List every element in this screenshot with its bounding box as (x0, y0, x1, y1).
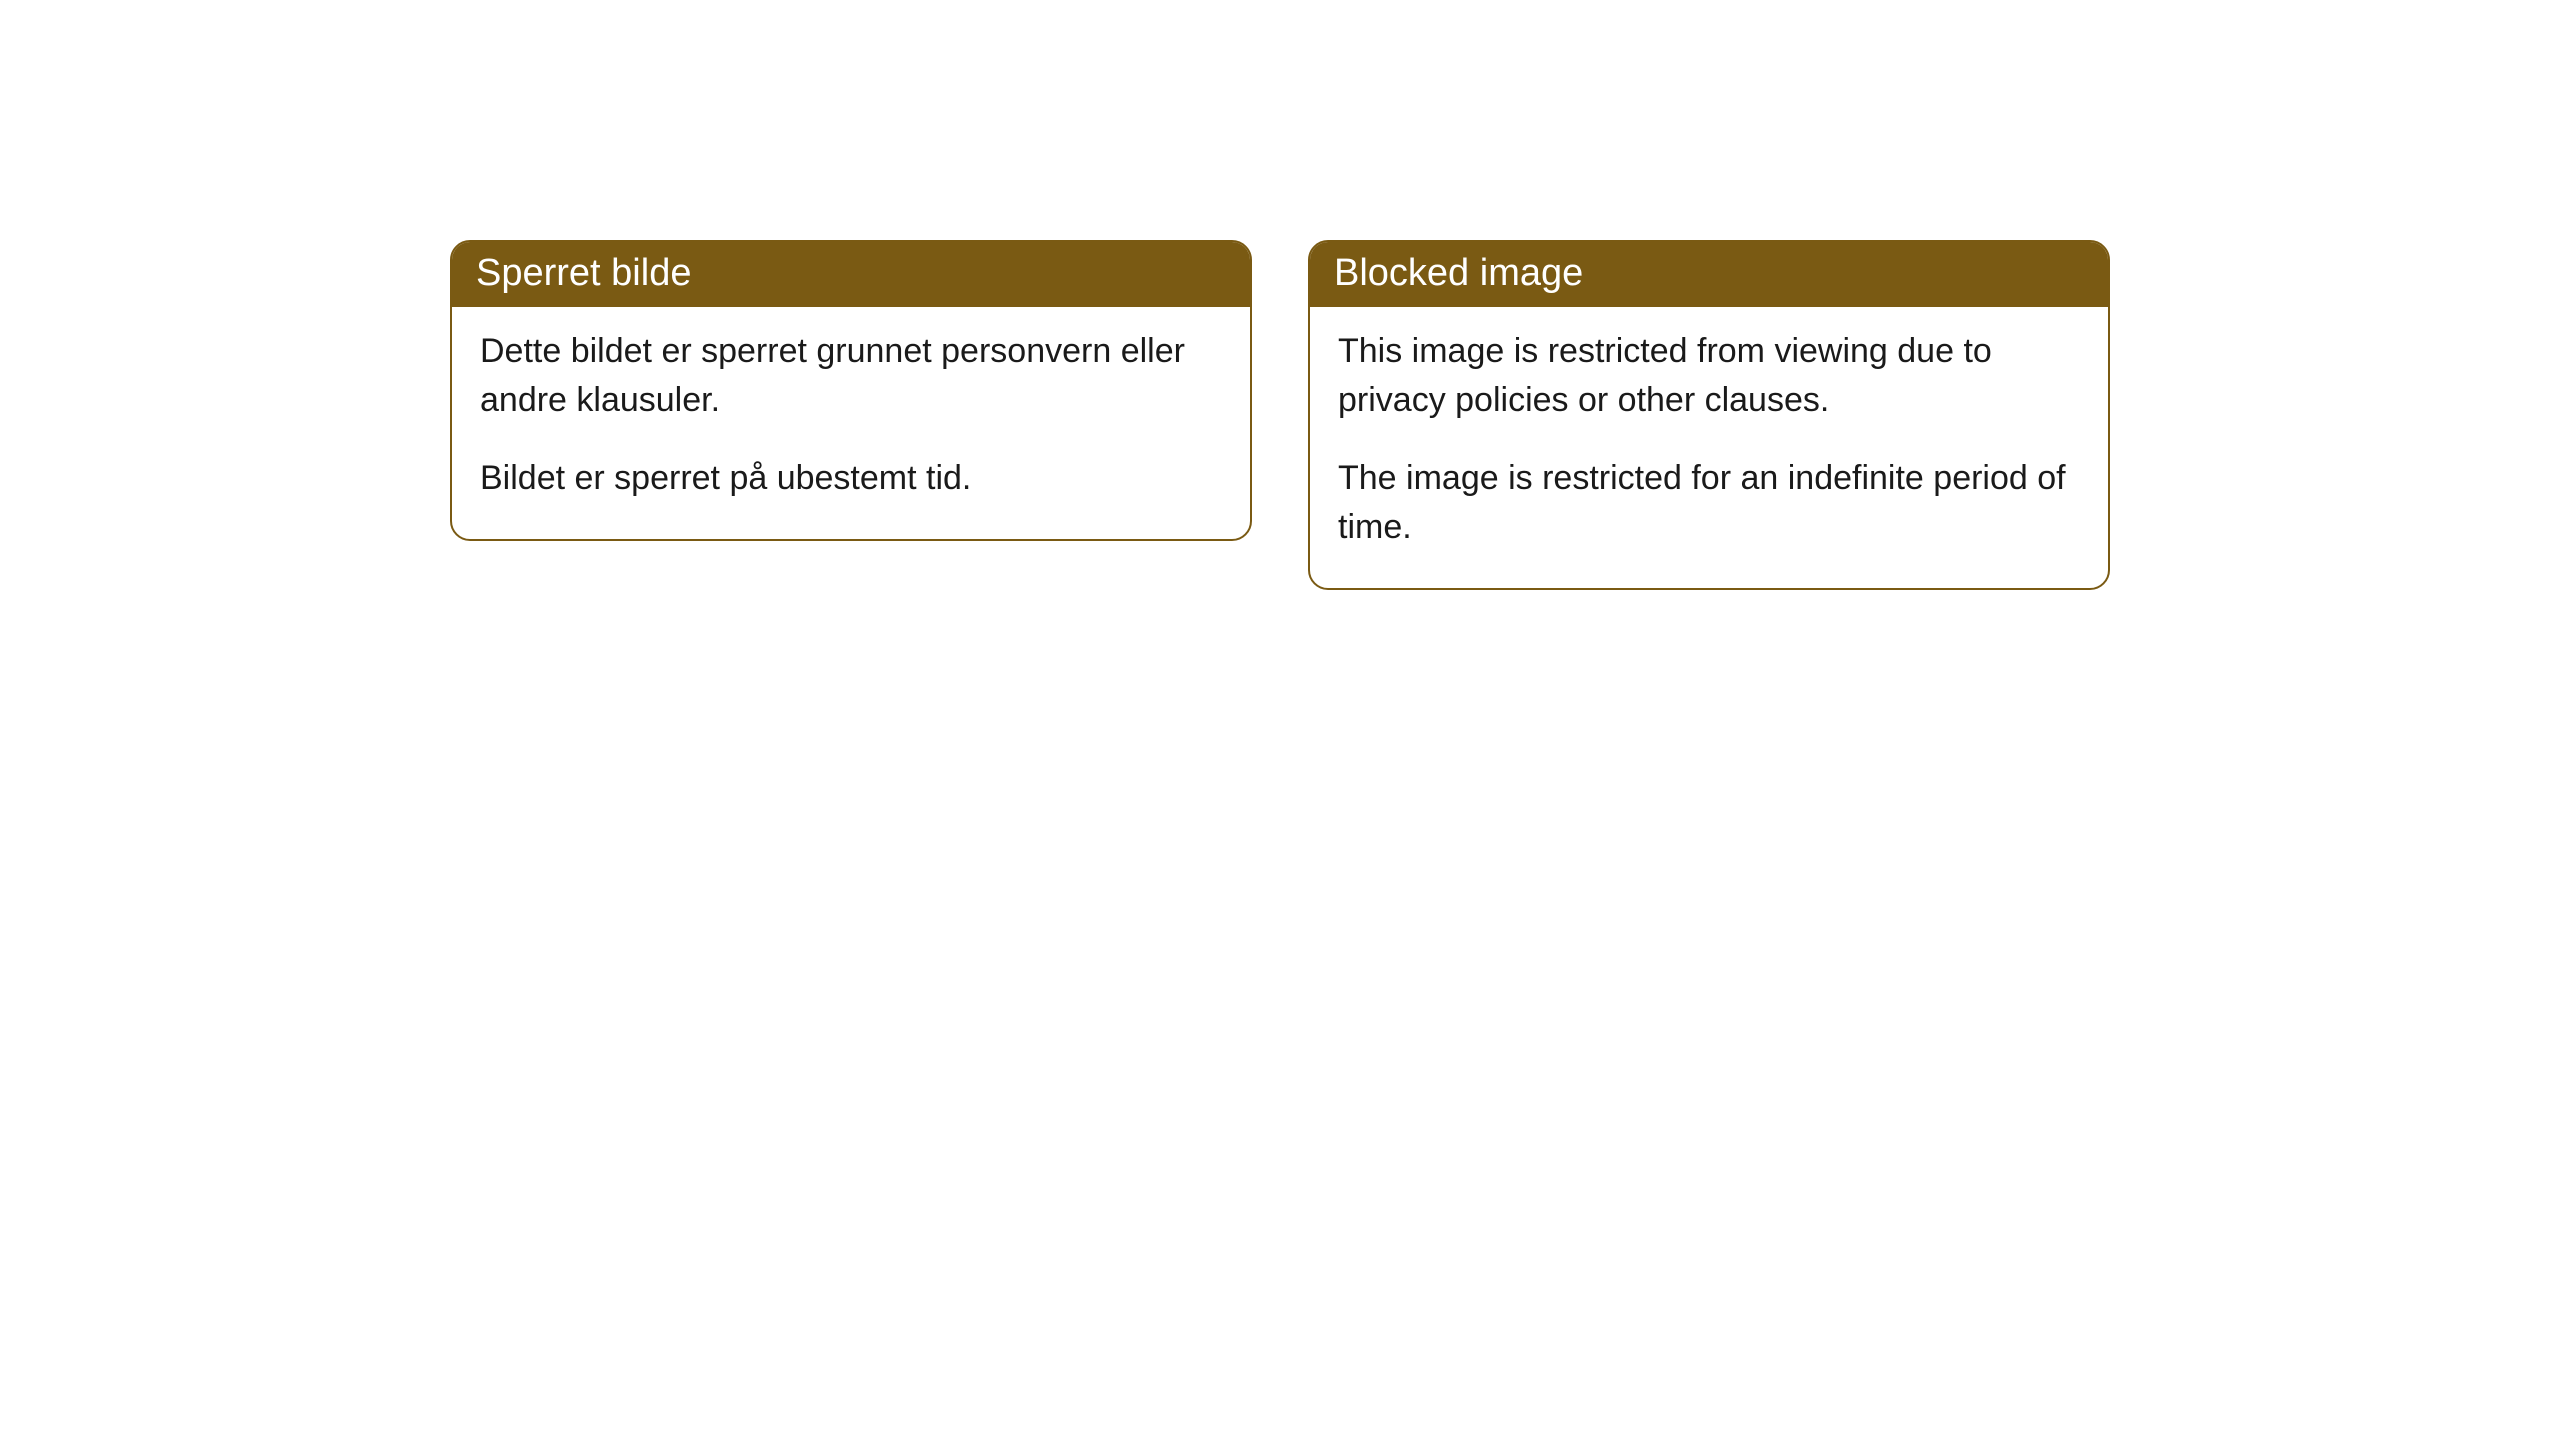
card-body: This image is restricted from viewing du… (1310, 307, 2108, 588)
notice-cards-container: Sperret bilde Dette bildet er sperret gr… (450, 240, 2110, 1440)
card-body: Dette bildet er sperret grunnet personve… (452, 307, 1250, 539)
card-paragraph: Bildet er sperret på ubestemt tid. (480, 454, 1222, 503)
notice-card-english: Blocked image This image is restricted f… (1308, 240, 2110, 590)
card-header: Blocked image (1310, 242, 2108, 307)
card-header: Sperret bilde (452, 242, 1250, 307)
card-title: Sperret bilde (476, 252, 691, 294)
card-paragraph: Dette bildet er sperret grunnet personve… (480, 327, 1222, 426)
card-paragraph: This image is restricted from viewing du… (1338, 327, 2080, 426)
card-title: Blocked image (1334, 252, 1583, 294)
card-paragraph: The image is restricted for an indefinit… (1338, 454, 2080, 553)
notice-card-norwegian: Sperret bilde Dette bildet er sperret gr… (450, 240, 1252, 541)
